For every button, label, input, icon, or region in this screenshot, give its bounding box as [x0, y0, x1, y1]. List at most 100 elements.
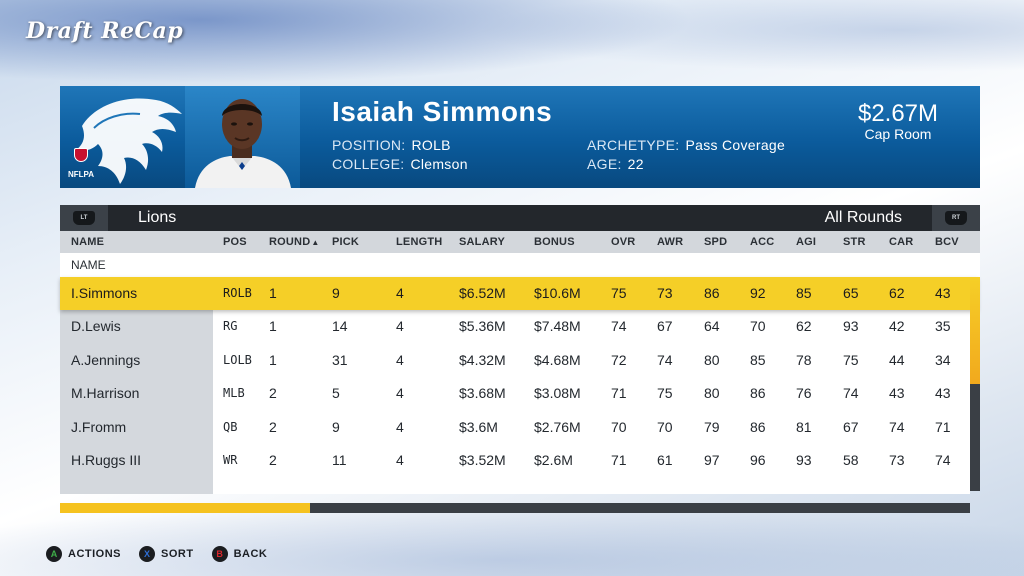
column-header-pos[interactable]: POS — [223, 236, 247, 248]
column-header-ovr[interactable]: OVR — [611, 236, 636, 248]
cell-bcv: 34 — [935, 351, 951, 368]
cell-length: 4 — [396, 385, 404, 402]
column-header-bcv[interactable]: BCV — [935, 236, 959, 248]
cell-spd: 80 — [704, 385, 720, 402]
cell-spd: 86 — [704, 285, 720, 301]
cell-length: 4 — [396, 452, 404, 468]
b-button-icon: B — [211, 546, 228, 562]
cell-round: 1 — [269, 285, 277, 301]
cell-agi: 78 — [796, 351, 812, 368]
column-header-str[interactable]: STR — [843, 236, 866, 248]
previous-team-button[interactable]: LT — [60, 205, 108, 231]
column-header-salary[interactable]: SALARY — [459, 236, 506, 248]
cell-salary: $3.52M — [459, 452, 506, 468]
cell-str: 67 — [843, 418, 859, 435]
cell-name: M.Harrison — [71, 385, 140, 402]
archetype-value: Pass Coverage — [685, 137, 786, 153]
cell-round: 1 — [269, 318, 277, 335]
cell-car: 42 — [889, 318, 905, 335]
cell-bcv: 71 — [935, 418, 951, 435]
scrollbar-thumb[interactable] — [970, 277, 980, 384]
cell-car: 62 — [889, 285, 905, 301]
cell-acc: 70 — [750, 318, 766, 335]
cell-salary: $4.32M — [459, 351, 506, 368]
player-headshot — [185, 86, 300, 188]
sort-ascending-icon: ▲ — [311, 238, 320, 247]
column-header-pick[interactable]: PICK — [332, 236, 360, 248]
position-value: ROLB — [411, 137, 451, 153]
cell-salary: $3.68M — [459, 385, 506, 402]
cell-str: 74 — [843, 385, 859, 402]
page-title: Draft ReCap — [26, 18, 184, 44]
position-label: POSITION: — [332, 137, 406, 153]
cell-awr: 75 — [657, 385, 673, 402]
column-header-awr[interactable]: AWR — [657, 236, 684, 248]
cell-str: 65 — [843, 285, 859, 301]
cell-acc: 85 — [750, 351, 766, 368]
cell-bonus: $3.08M — [534, 385, 581, 402]
cell-pick: 9 — [332, 285, 340, 301]
cap-room-value: $2.67M — [857, 100, 939, 127]
a-button-icon: A — [46, 546, 62, 562]
legend-back[interactable]: B BACK — [211, 546, 268, 562]
cell-bonus: $2.76M — [534, 418, 581, 435]
cell-spd: 79 — [704, 418, 720, 435]
cell-pick: 5 — [332, 385, 340, 402]
cell-ovr: 71 — [611, 452, 627, 468]
cell-str: 58 — [843, 452, 859, 468]
column-header-acc[interactable]: ACC — [750, 236, 775, 248]
cell-name: J.Fromm — [71, 418, 127, 435]
column-header-bonus[interactable]: BONUS — [534, 236, 575, 248]
table-row[interactable]: H.Ruggs III WR 2 11 4 $3.52M $2.6M 71 61 97 96 93 58… — [60, 444, 970, 477]
cell-pos: RG — [223, 319, 238, 334]
table-row[interactable]: A.Jennings LOLB 1 31 4 $4.32M $4.68M 72 74 80 85 78… — [60, 344, 970, 377]
legend-sort[interactable]: X SORT — [139, 546, 194, 562]
table-row[interactable]: I.Simmons ROLB 1 9 4 $6.52M $10.6M 75 73 86 92 85 65… — [60, 277, 978, 310]
college-field: COLLEGE: Clemson — [332, 156, 468, 172]
cell-awr: 70 — [657, 418, 673, 435]
table-row[interactable]: M.Harrison MLB 2 5 4 $3.68M $3.08M 71 75 80 86 76 74… — [60, 377, 970, 410]
cell-agi: 85 — [796, 285, 812, 301]
cell-round: 1 — [269, 351, 277, 368]
table-row[interactable]: J.Fromm QB 2 9 4 $3.6M $2.76M 70 70 79 86 81 67 74 71 — [60, 411, 970, 444]
cell-pos: ROLB — [223, 286, 252, 300]
cell-awr: 73 — [657, 285, 673, 301]
cell-round: 2 — [269, 385, 277, 402]
name-column-shade — [60, 277, 213, 494]
column-header-car[interactable]: CAR — [889, 236, 914, 248]
cell-spd: 97 — [704, 452, 720, 468]
cell-car: 73 — [889, 452, 905, 468]
cell-bcv: 43 — [935, 385, 951, 402]
nflpa-shield-icon — [74, 148, 88, 162]
cell-name: I.Simmons — [71, 285, 138, 301]
nflpa-badge: NFLPA — [68, 170, 95, 179]
column-header-name[interactable]: NAME — [71, 236, 105, 248]
next-filter-button[interactable]: RT — [932, 205, 980, 231]
scrollbar[interactable] — [970, 277, 980, 491]
cell-str: 93 — [843, 318, 859, 335]
column-header-length[interactable]: LENGTH — [396, 236, 443, 248]
cell-pos: WR — [223, 453, 238, 467]
rounds-filter[interactable]: All Rounds — [824, 209, 902, 226]
cell-awr: 61 — [657, 452, 673, 468]
column-header-spd[interactable]: SPD — [704, 236, 728, 248]
cell-acc: 92 — [750, 285, 766, 301]
legend-actions[interactable]: A ACTIONS — [46, 546, 121, 562]
cell-str: 75 — [843, 351, 859, 368]
cell-pick: 31 — [332, 351, 348, 368]
table-row[interactable]: D.Lewis RG 1 14 4 $5.36M $7.48M 74 67 64 70 62 93 42 3… — [60, 310, 970, 343]
cell-awr: 74 — [657, 351, 673, 368]
player-name: Isaiah Simmons — [332, 96, 553, 127]
cell-pos: MLB — [223, 386, 245, 401]
table-subheader: NAME — [60, 253, 980, 277]
cap-room-label: Cap Room — [864, 126, 932, 142]
archetype-field: ARCHETYPE: Pass Coverage — [587, 137, 785, 153]
cell-salary: $5.36M — [459, 318, 506, 335]
rt-trigger-icon: RT — [945, 211, 967, 225]
cell-agi: 76 — [796, 385, 812, 402]
column-header-agi[interactable]: AGI — [796, 236, 817, 248]
cell-bcv: 43 — [935, 285, 951, 301]
column-header-round[interactable]: ROUND▲ — [269, 236, 319, 248]
cell-acc: 86 — [750, 418, 766, 435]
cell-agi: 62 — [796, 318, 812, 335]
